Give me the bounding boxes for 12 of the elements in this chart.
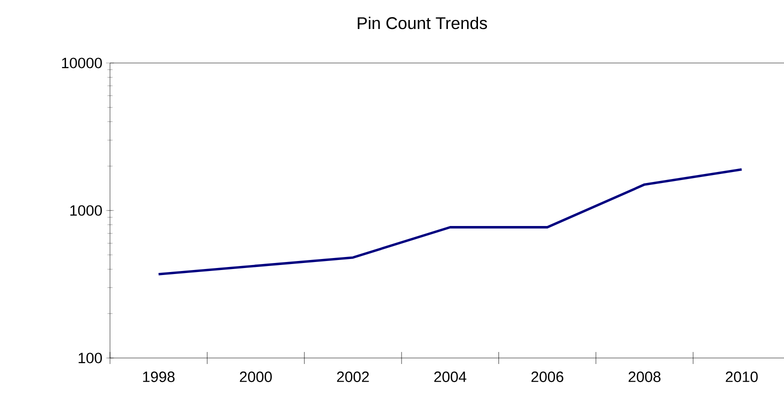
chart-title: Pin Count Trends <box>358 16 487 30</box>
x-tick-label: 1998 <box>143 371 175 382</box>
x-tick-label: 2006 <box>531 371 564 382</box>
x-tick-label: 2008 <box>628 371 660 382</box>
y-tick-label: 10000 <box>62 58 102 68</box>
y-tick-label: 1000 <box>70 205 102 216</box>
x-tick-label: 2000 <box>240 371 272 382</box>
line-series <box>157 168 743 276</box>
y-tick-label: 100 <box>78 352 102 364</box>
x-tick-label: 2010 <box>726 371 758 382</box>
x-tick-label: 2004 <box>434 371 466 382</box>
x-tick-label: 2002 <box>337 371 369 382</box>
